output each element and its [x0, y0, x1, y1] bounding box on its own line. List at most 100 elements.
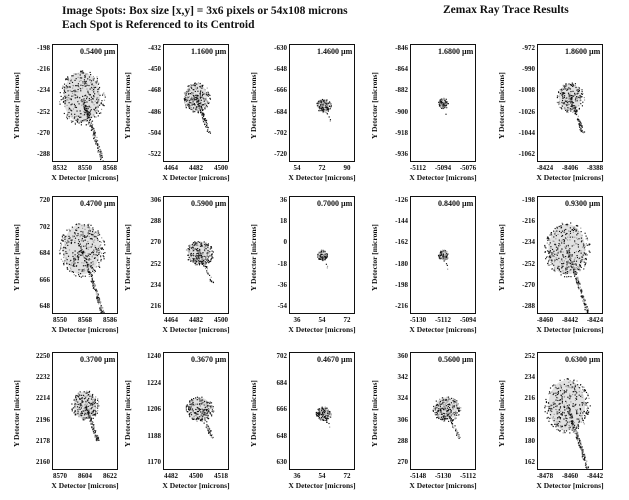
spot-ray-point: [326, 255, 328, 257]
spot-ray-point: [189, 89, 191, 92]
spot-ray-point: [85, 405, 87, 407]
spot-halo: [548, 224, 586, 275]
spot-ray-point: [318, 109, 320, 112]
spot-ray-point: [205, 104, 208, 106]
spot-ray-point: [191, 253, 193, 255]
spot-ray-point: [564, 432, 566, 434]
spot-ray-point: [191, 97, 193, 99]
spot-ray-point: [442, 254, 444, 256]
spot-ray-point: [93, 91, 95, 93]
spot-ray-point: [323, 109, 325, 111]
spot-ray-point: [442, 408, 444, 410]
spot-ray-point: [196, 101, 198, 103]
spot-ray-point: [322, 251, 324, 253]
spot-ray-point: [583, 131, 586, 133]
spot-ray-point: [194, 242, 196, 244]
spot-ray-point: [327, 417, 329, 420]
spot-ray-point: [95, 435, 97, 437]
spot-ray-point: [575, 436, 577, 438]
spot-ray-point: [550, 410, 552, 413]
spot-ray-point: [84, 95, 86, 97]
spot-ray-point: [85, 264, 87, 266]
spot-ray-point: [204, 419, 206, 421]
spot-ray-point: [69, 86, 71, 88]
spot-ray-point: [88, 270, 90, 273]
spot-ray-point: [73, 94, 75, 96]
y-tick-label: -504: [148, 128, 161, 137]
spot-ray-point: [578, 444, 581, 446]
y-tick-label: -972: [522, 44, 535, 52]
spot-ray-point: [82, 414, 84, 417]
spot-ray-point: [441, 413, 443, 415]
spot-ray-point: [324, 251, 326, 253]
spot-ray-point: [91, 402, 93, 404]
spot-ray-point: [579, 257, 581, 259]
spot-ray-point: [92, 428, 94, 430]
spot-ray-point: [203, 262, 205, 264]
spot-ray-point: [188, 406, 190, 408]
spot-ray-point: [75, 119, 77, 121]
spot-ray-point: [582, 421, 585, 424]
spot-ray-point: [448, 413, 450, 415]
spot-ray-point: [563, 406, 566, 409]
spot-ray-point: [443, 415, 445, 417]
spot-ray-point: [94, 414, 96, 416]
spot-ray-point: [324, 419, 326, 421]
spot-ray-point: [77, 91, 79, 93]
spot-ray-point: [94, 409, 96, 411]
y-tick-label: -234: [522, 238, 535, 247]
spot-ray-point: [93, 287, 96, 290]
spot-ray-point: [185, 409, 187, 411]
y-tick-label: -846: [395, 44, 408, 52]
spot-ray-point: [99, 301, 101, 303]
spot-ray-point: [578, 258, 580, 260]
spot-ray-point: [202, 411, 204, 413]
spot-ray-point: [319, 99, 321, 102]
spot-ray-point: [76, 235, 78, 237]
spot-ray-point: [66, 239, 69, 241]
spot-ray-point: [317, 102, 319, 104]
spot-ray-point: [100, 255, 102, 257]
spot-ray-point: [88, 104, 90, 107]
spot-ray-point: [76, 115, 78, 117]
spot-ray-point: [562, 393, 564, 395]
spot-ray-point: [67, 114, 69, 116]
spot-ray-point: [579, 269, 582, 271]
spot-ray-point: [206, 102, 208, 105]
spot-ray-point: [212, 251, 214, 253]
y-tick-label: -486: [148, 107, 161, 116]
spot-ray-point: [80, 404, 82, 406]
spot-ray-point: [66, 242, 68, 244]
y-tick-label: -882: [395, 86, 408, 95]
spot-ray-point: [87, 90, 89, 92]
y-tick-label: 2214: [36, 394, 50, 403]
spot-ray-point: [192, 402, 194, 404]
spot-ray-point: [93, 424, 95, 426]
spot-ray-point: [206, 101, 208, 103]
spot-ray-point: [75, 265, 77, 267]
spot-ray-point: [444, 255, 446, 258]
spot-ray-point: [559, 243, 561, 246]
spot-ray-point: [209, 412, 211, 414]
spot-ray-point: [87, 248, 89, 250]
spot-ray-point: [96, 99, 98, 101]
spot-ray-point: [584, 244, 586, 246]
spot-ray-point: [441, 257, 444, 259]
spot-ray-point: [562, 97, 564, 99]
spot-ray-point: [82, 84, 84, 87]
spot-ray-point: [321, 110, 323, 112]
spot-ray-point: [576, 96, 578, 98]
spot-ray-point: [206, 130, 208, 132]
spot-ray-point: [80, 247, 82, 249]
spot-ray-point: [73, 90, 75, 93]
spot-ray-point: [62, 250, 64, 252]
spot-ray-point: [577, 96, 579, 98]
spot-ray-point: [565, 385, 567, 388]
spot-ray-point: [62, 97, 64, 99]
spot-ray-point: [444, 102, 446, 104]
spot-ray-point: [578, 287, 580, 289]
spot-ray-point: [196, 413, 198, 415]
spot-ray-point: [93, 288, 96, 290]
spot-ray-point: [564, 424, 567, 426]
x-tick-label: 8570: [53, 472, 67, 480]
